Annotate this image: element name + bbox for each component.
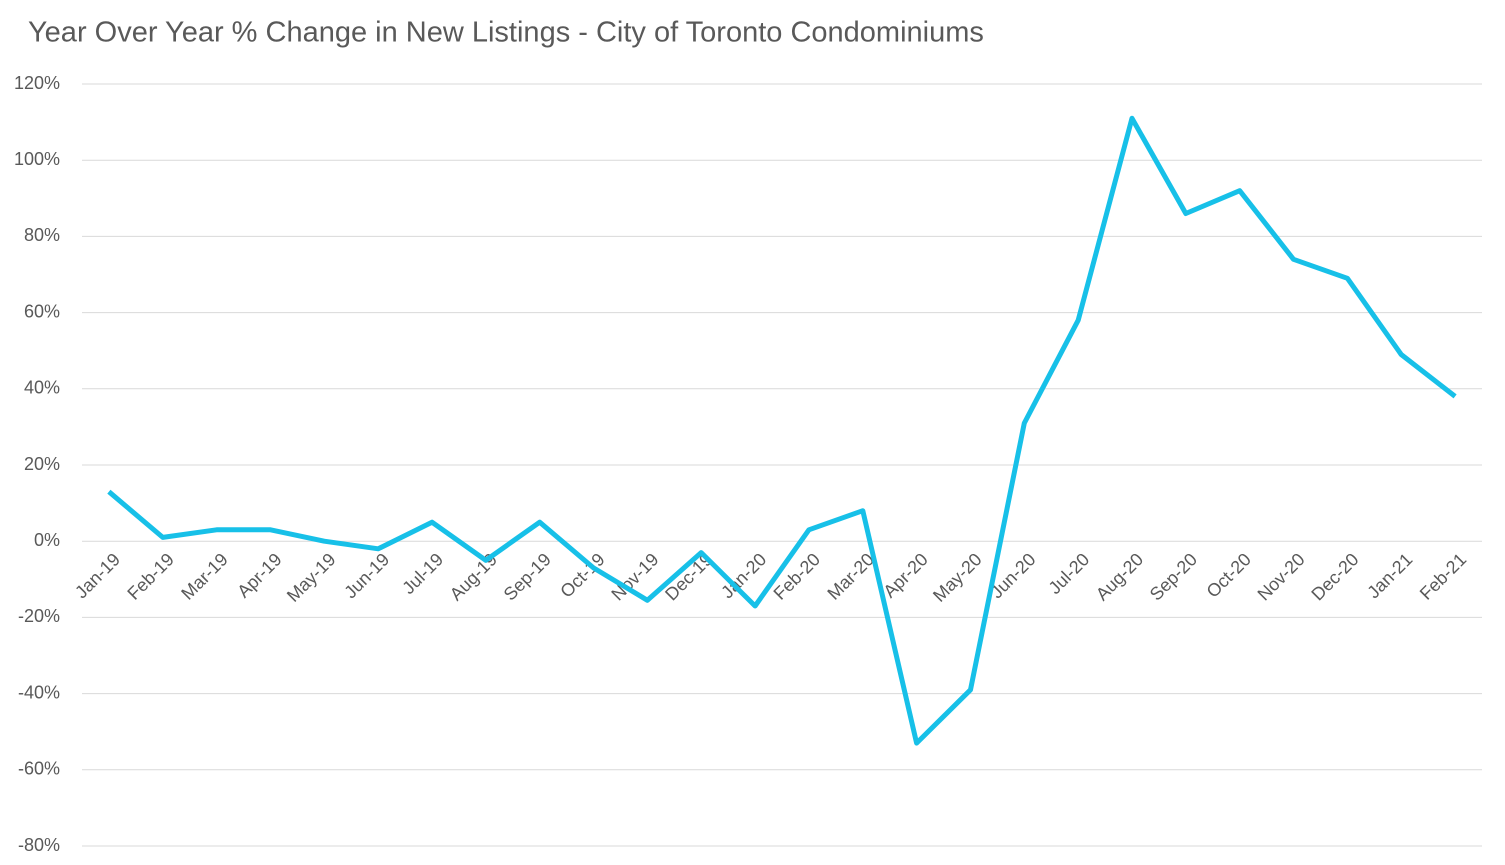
- x-tick-label: Sep-20: [1146, 549, 1201, 604]
- x-tick-label: May-20: [929, 549, 986, 606]
- x-tick-label: Aug-20: [1092, 549, 1147, 604]
- x-tick-label: Mar-20: [823, 549, 877, 603]
- x-tick-label: Oct-20: [1203, 549, 1255, 601]
- data-line: [107, 115, 1457, 746]
- x-tick-label: Feb-21: [1416, 549, 1470, 603]
- y-tick-label: 60%: [24, 301, 60, 321]
- y-tick-label: 120%: [14, 73, 60, 93]
- y-tick-label: 40%: [24, 378, 60, 398]
- x-tick-label: Apr-20: [879, 549, 931, 601]
- chart-title: Year Over Year % Change in New Listings …: [28, 17, 984, 49]
- y-tick-label: -40%: [18, 682, 60, 702]
- x-tick-label: Jul-20: [1045, 549, 1094, 598]
- y-tick-label: 0%: [34, 530, 60, 550]
- x-tick-label: May-19: [283, 549, 340, 606]
- x-tick-label: Apr-19: [233, 549, 285, 601]
- y-tick-label: 20%: [24, 454, 60, 474]
- x-tick-label: Jan-21: [1363, 549, 1416, 602]
- y-tick-label: -60%: [18, 759, 60, 779]
- y-tick-label: 100%: [14, 149, 60, 169]
- x-tick-label: Jul-19: [398, 549, 447, 598]
- y-tick-label: 80%: [24, 225, 60, 245]
- x-tick-label: Feb-19: [123, 549, 177, 603]
- y-tick-label: -80%: [18, 835, 60, 855]
- x-tick-label: Dec-20: [1307, 549, 1362, 604]
- x-tick-label: Mar-19: [177, 549, 231, 603]
- x-tick-label: Jan-19: [71, 549, 124, 602]
- x-tick-label: Jun-19: [340, 549, 393, 602]
- y-tick-label: -20%: [18, 606, 60, 626]
- x-tick-label: Sep-19: [500, 549, 555, 604]
- x-tick-label: Nov-20: [1254, 549, 1309, 604]
